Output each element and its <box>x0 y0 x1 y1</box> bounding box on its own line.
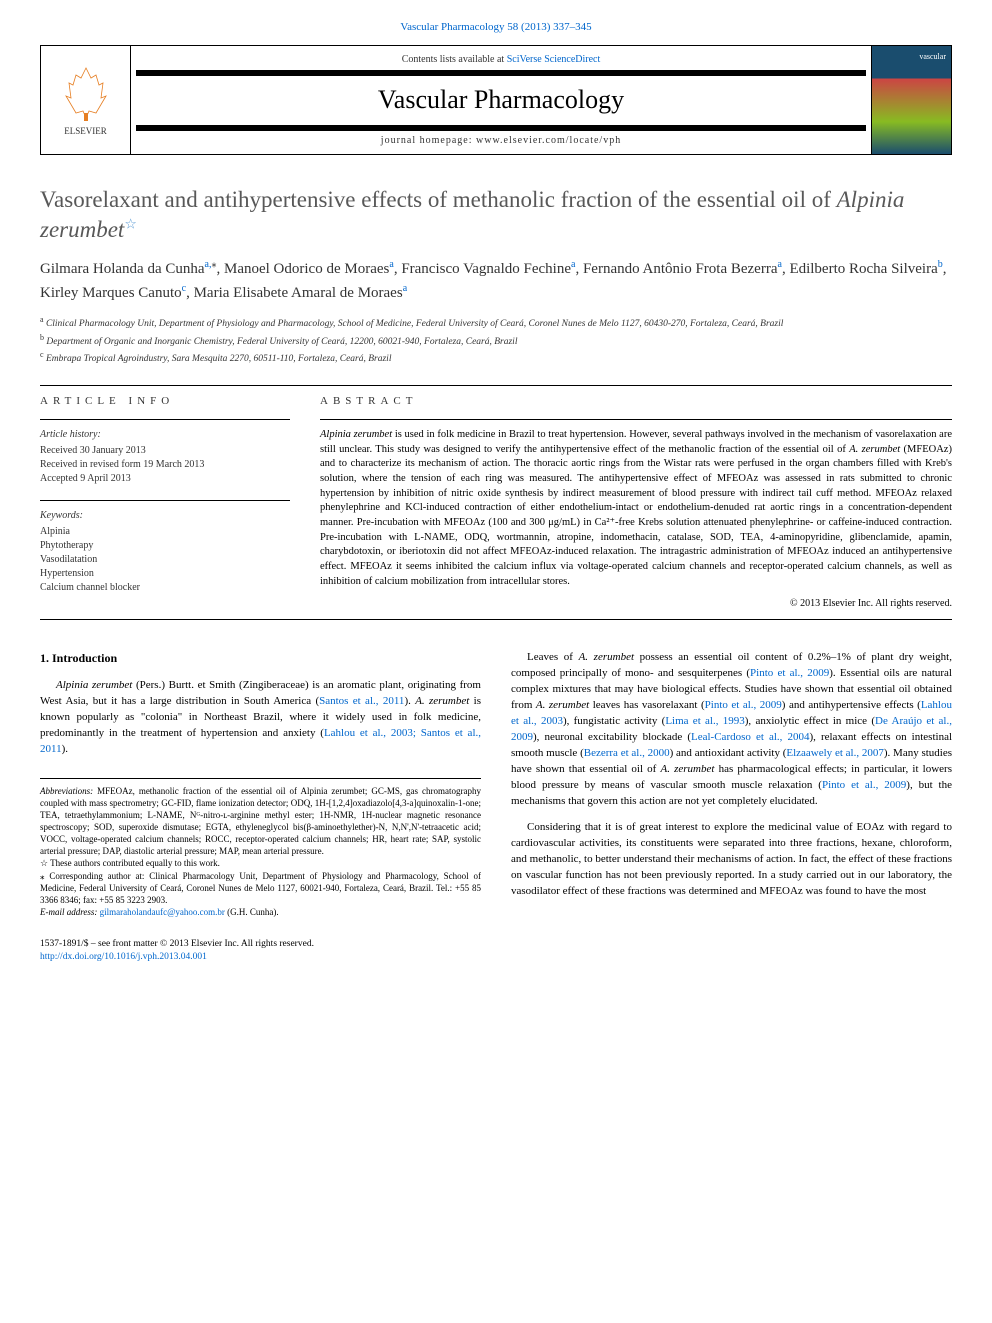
main-body: 1. Introduction Alpinia zerumbet (Pers.)… <box>40 650 952 918</box>
citation-link[interactable]: Bezerra et al., 2000 <box>584 747 670 759</box>
divider <box>40 385 952 386</box>
citation-link[interactable]: Santos et al., 2011 <box>319 695 404 707</box>
citation-link[interactable]: Pinto et al., 2009 <box>705 699 782 711</box>
header-bar-bottom <box>136 125 866 131</box>
keywords-block: Keywords: Alpinia Phytotherapy Vasodilat… <box>40 509 290 595</box>
intro-heading: 1. Introduction <box>40 650 481 667</box>
cover-label: vascular <box>919 51 946 62</box>
info-abstract-row: article info Article history: Received 3… <box>40 394 952 612</box>
contribution-footnote: ☆ These authors contributed equally to t… <box>40 857 481 869</box>
journal-citation-link[interactable]: Vascular Pharmacology 58 (2013) 337–345 <box>400 21 591 33</box>
header-bar-top <box>136 70 866 76</box>
citation-link[interactable]: Lima et al., 1993 <box>665 715 744 727</box>
email-footnote: E-mail address: gilmaraholandaufc@yahoo.… <box>40 906 481 918</box>
affiliations: a Clinical Pharmacology Unit, Department… <box>40 314 952 366</box>
doi-link[interactable]: http://dx.doi.org/10.1016/j.vph.2013.04.… <box>40 952 207 962</box>
intro-paragraph-3: Considering that it is of great interest… <box>511 820 952 900</box>
footnotes: Abbreviations: MFEOAz, methanolic fracti… <box>40 778 481 919</box>
abbreviations-footnote: Abbreviations: MFEOAz, methanolic fracti… <box>40 785 481 858</box>
header-center: Contents lists available at SciVerse Sci… <box>131 48 871 152</box>
abstract-divider <box>320 419 952 420</box>
intro-paragraph-2: Leaves of A. zerumbet possess an essenti… <box>511 650 952 809</box>
corresponding-footnote: ⁎ Corresponding author at: Clinical Phar… <box>40 870 481 906</box>
elsevier-tree-icon <box>61 63 111 123</box>
abstract-label: abstract <box>320 394 952 409</box>
issn-line: 1537-1891/$ – see front matter © 2013 El… <box>40 938 952 951</box>
info-divider-1 <box>40 419 290 420</box>
publisher-name: ELSEVIER <box>64 125 107 138</box>
page-footer: 1537-1891/$ – see front matter © 2013 El… <box>40 938 952 965</box>
title-note-star-icon: ☆ <box>124 218 137 233</box>
journal-header: ELSEVIER Contents lists available at Sci… <box>40 45 952 155</box>
publisher-logo: ELSEVIER <box>41 46 131 154</box>
citation-link[interactable]: Elzaawely et al., 2007 <box>786 747 883 759</box>
abstract-column: abstract Alpinia zerumbet is used in fol… <box>320 394 952 612</box>
sciencedirect-link[interactable]: SciVerse ScienceDirect <box>507 54 601 65</box>
journal-cover-thumbnail: vascular <box>871 46 951 154</box>
contents-line: Contents lists available at SciVerse Sci… <box>136 53 866 67</box>
journal-citation: Vascular Pharmacology 58 (2013) 337–345 <box>40 20 952 35</box>
authors-list: Gilmara Holanda da Cunhaa,⁎, Manoel Odor… <box>40 257 952 304</box>
homepage-line: journal homepage: www.elsevier.com/locat… <box>136 134 866 148</box>
journal-name: Vascular Pharmacology <box>136 82 866 118</box>
intro-paragraph-1: Alpinia zerumbet (Pers.) Burtt. et Smith… <box>40 678 481 758</box>
info-divider-2 <box>40 500 290 501</box>
article-title: Vasorelaxant and antihypertensive effect… <box>40 185 952 245</box>
article-info-column: article info Article history: Received 3… <box>40 394 290 612</box>
citation-link[interactable]: Leal-Cardoso et al., 2004 <box>691 731 809 743</box>
article-info-label: article info <box>40 394 290 409</box>
email-link[interactable]: gilmaraholandaufc@yahoo.com.br <box>100 907 225 917</box>
abstract-text: Alpinia zerumbet is used in folk medicin… <box>320 428 952 590</box>
divider-post-abstract <box>40 619 952 620</box>
copyright-line: © 2013 Elsevier Inc. All rights reserved… <box>320 597 952 611</box>
citation-link[interactable]: Pinto et al., 2009 <box>750 667 829 679</box>
citation-link[interactable]: Pinto et al., 2009 <box>822 779 906 791</box>
article-history: Article history: Received 30 January 201… <box>40 428 290 486</box>
